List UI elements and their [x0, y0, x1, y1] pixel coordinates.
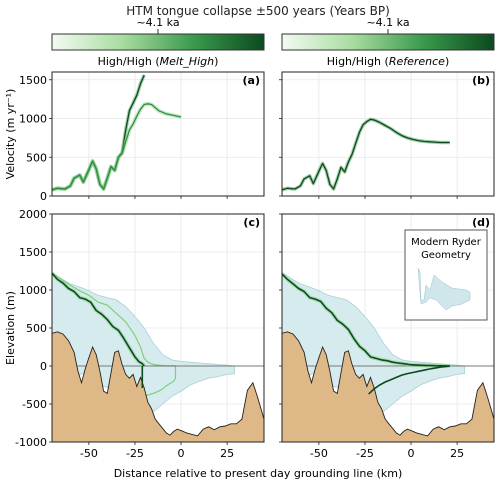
inset-label-line-1: Modern Ryder: [411, 237, 482, 248]
figure-suptitle: HTM tongue collapse ±500 years (Years BP…: [126, 4, 390, 18]
panel-b-title: High/High (Reference): [327, 55, 450, 68]
ytick-label: -1000: [15, 436, 47, 449]
panel-c: (c) -1000 -500 0 500 1000 1500 2000 -50 -25 0 25: [15, 208, 265, 460]
panel-a-plot-area: [52, 74, 182, 192]
surface-line: [282, 273, 450, 367]
inset-ice-shape: [417, 267, 471, 311]
xtick-label: -50: [80, 447, 98, 460]
panel-a-background: [52, 72, 264, 196]
panel-d: (d) -50 -25 0 25: [279, 213, 495, 460]
panel-a: (a) 0 500 1000 1500: [19, 71, 265, 203]
ytick-label: 500: [26, 151, 47, 164]
colorbar-right: ~4.1 ka: [281, 16, 495, 51]
ytick-label: 0: [40, 190, 47, 203]
xtick-label: -25: [356, 447, 374, 460]
panel-a-title: High/High (Melt_High): [98, 55, 219, 68]
xtick-label: 0: [408, 447, 415, 460]
panel-b-title-prefix: High/High (: [327, 55, 389, 68]
ytick-label: 500: [26, 322, 47, 335]
series-line: [52, 103, 182, 191]
colorbar-right-gradient: [281, 33, 495, 51]
panel-b-background: [282, 72, 494, 196]
panel-c-label: (c): [243, 216, 260, 229]
colorbar-left-tick-label: ~4.1 ka: [136, 16, 179, 29]
ytick-label: -500: [22, 398, 47, 411]
ytick-label: 2000: [19, 208, 47, 221]
ytick-label: 1000: [19, 113, 47, 126]
ice-green-envelope: [52, 272, 177, 397]
panel-d-plot-area: [282, 272, 494, 442]
panel-b-title-italic: Reference: [389, 55, 445, 68]
panel-d-label: (d): [472, 216, 490, 229]
panel-a-title-suffix: ): [214, 55, 218, 68]
xtick-label: 25: [220, 447, 234, 460]
xtick-label: -50: [310, 447, 328, 460]
colorbar-left: ~4.1 ka: [51, 16, 265, 51]
panel-b-title-suffix: ): [445, 55, 449, 68]
ytick-label: 1500: [19, 246, 47, 259]
panel-a-frame: [51, 71, 265, 197]
ytick-label: 1000: [19, 284, 47, 297]
xtick-label: -25: [126, 447, 144, 460]
bed-topography-line: [282, 331, 494, 437]
panel-b: (b): [279, 71, 495, 199]
panel-a-title-prefix: High/High (: [98, 55, 160, 68]
bed-topography-line: [52, 331, 264, 437]
panel-b-plot-area: [282, 117, 450, 192]
inset-modern-ryder: Modern Ryder Geometry: [404, 229, 488, 321]
colorbar-right-tick-label: ~4.1 ka: [366, 16, 409, 29]
inset-label-line-2: Geometry: [421, 250, 471, 261]
ice-base-line: [368, 365, 450, 395]
figure-xlabel: Distance relative to present day groundi…: [114, 467, 403, 480]
xtick-label: 0: [178, 447, 185, 460]
panel-a-title-italic: Melt_High: [160, 55, 214, 68]
ylabel-velocity: Velocity (m yr⁻¹): [4, 89, 17, 180]
colorbar-left-gradient: [51, 33, 265, 51]
ytick-label: 0: [40, 360, 47, 373]
ytick-label: 1500: [19, 74, 47, 87]
ylabel-elevation: Elevation (m): [4, 291, 17, 365]
surface-line: [52, 272, 145, 367]
bed-topography-fill: [282, 331, 494, 442]
panel-a-label: (a): [243, 74, 260, 87]
xtick-label: 25: [450, 447, 464, 460]
bed-topography-fill: [52, 331, 264, 442]
series-line: [282, 118, 450, 191]
panel-b-frame: [281, 71, 495, 197]
panel-b-label: (b): [472, 74, 490, 87]
panel-c-plot-area: [52, 271, 264, 442]
